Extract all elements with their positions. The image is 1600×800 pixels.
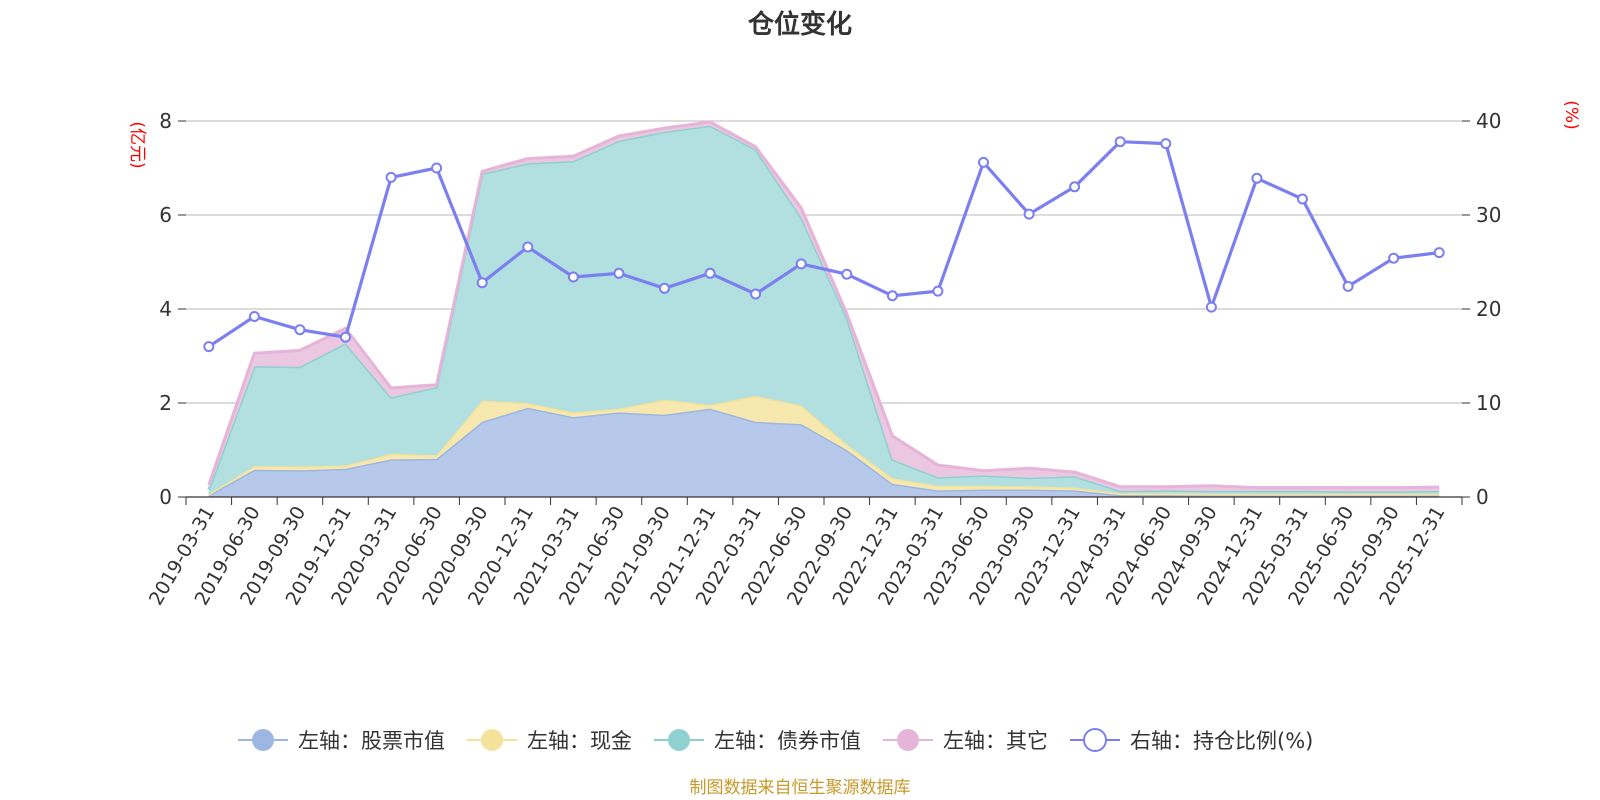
legend-label: 右轴：持仓比例(%): [1130, 729, 1313, 753]
line-point: [841, 268, 853, 280]
line-point: [1069, 181, 1081, 193]
line-point: [1023, 208, 1035, 220]
line-point: [385, 171, 397, 183]
right-tick-label: 40: [1476, 109, 1501, 133]
area-series-4-edge: [207, 120, 1440, 490]
line-point: [886, 290, 898, 302]
legend-swatch-marker: [252, 729, 274, 751]
legend-swatch-marker: [481, 729, 503, 751]
chart-title: 仓位变化: [747, 9, 852, 40]
legend-label: 左轴：现金: [527, 729, 632, 753]
line-point: [1388, 252, 1400, 264]
data-source-note: 制图数据来自恒生聚源数据库: [690, 778, 911, 798]
left-tick-label: 8: [159, 109, 172, 133]
legend-item-4: 左轴：其它: [883, 729, 1048, 753]
line-point: [978, 156, 989, 168]
left-tick-label: 6: [159, 203, 172, 227]
legend-item-5: 右轴：持仓比例(%): [1070, 728, 1313, 753]
line-point: [613, 267, 625, 279]
right-axis-unit: (%): [1561, 100, 1581, 129]
line-point: [203, 341, 215, 353]
line-point: [795, 258, 807, 270]
legend-label: 左轴：股票市值: [298, 729, 445, 753]
line-point: [704, 267, 716, 279]
area-series-3: [208, 125, 1440, 495]
area-series-1: [208, 407, 1440, 497]
legend-label: 左轴：债券市值: [714, 729, 861, 753]
line-point: [522, 241, 534, 253]
legend-swatch-marker: [668, 729, 690, 751]
line-point: [659, 282, 670, 294]
line-point: [1205, 301, 1217, 313]
legend-swatch-marker: [897, 729, 919, 751]
stacked-areas: [207, 120, 1440, 498]
line-point: [340, 331, 351, 343]
line-point: [248, 311, 260, 322]
left-tick-label: 2: [159, 391, 172, 415]
line-point: [1251, 172, 1263, 184]
line-point: [1342, 280, 1354, 292]
line-point: [1114, 136, 1126, 148]
line-point: [476, 277, 488, 289]
line-point: [750, 288, 762, 300]
line-point: [1297, 193, 1308, 205]
right-tick-label: 30: [1476, 203, 1501, 227]
legend-label: 左轴：其它: [943, 729, 1048, 753]
legend-item-1: 左轴：股票市值: [238, 729, 445, 753]
legend-item-3: 左轴：债券市值: [654, 729, 861, 753]
line-point: [1160, 138, 1172, 150]
line-point: [431, 162, 443, 174]
line-point: [1433, 247, 1445, 259]
left-tick-label: 4: [159, 297, 172, 321]
position-ratio-line: [203, 136, 1445, 353]
right-tick-label: 0: [1476, 485, 1489, 509]
left-tick-label: 0: [159, 485, 172, 509]
line-point: [567, 271, 579, 283]
legend-item-2: 左轴：现金: [467, 729, 632, 753]
legend: 左轴：股票市值 左轴：现金 左轴：债券市值 左轴：其它 右轴：持仓比例(%): [238, 728, 1313, 753]
right-tick-label: 20: [1476, 297, 1501, 321]
line-series-path: [207, 140, 1440, 348]
line-point: [294, 324, 306, 336]
left-axis-unit: (亿元): [127, 121, 147, 168]
line-point: [932, 285, 944, 297]
right-tick-label: 10: [1476, 391, 1501, 415]
legend-swatch-marker: [1083, 728, 1107, 752]
